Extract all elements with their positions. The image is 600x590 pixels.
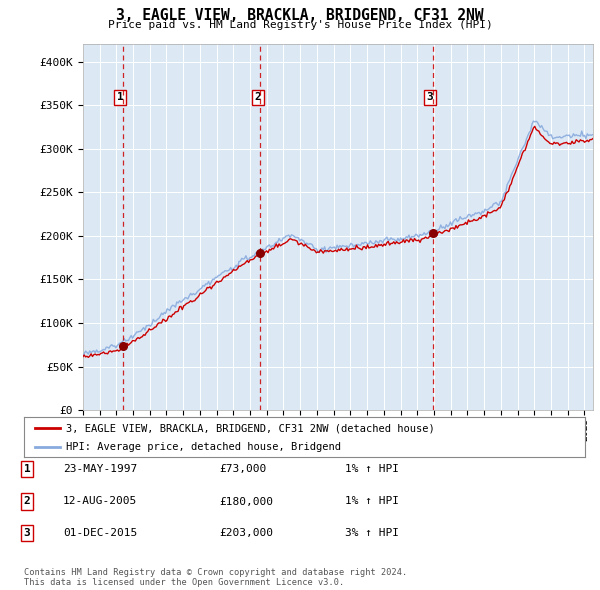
- Text: £203,000: £203,000: [219, 529, 273, 538]
- Text: 3: 3: [427, 92, 433, 102]
- Text: 23-MAY-1997: 23-MAY-1997: [63, 464, 137, 474]
- Text: 12-AUG-2005: 12-AUG-2005: [63, 497, 137, 506]
- Text: 3: 3: [23, 529, 31, 538]
- Text: Contains HM Land Registry data © Crown copyright and database right 2024.
This d: Contains HM Land Registry data © Crown c…: [24, 568, 407, 587]
- Text: 1% ↑ HPI: 1% ↑ HPI: [345, 464, 399, 474]
- Text: HPI: Average price, detached house, Bridgend: HPI: Average price, detached house, Brid…: [66, 442, 341, 452]
- Text: 3, EAGLE VIEW, BRACKLA, BRIDGEND, CF31 2NW: 3, EAGLE VIEW, BRACKLA, BRIDGEND, CF31 2…: [116, 8, 484, 22]
- Text: 3% ↑ HPI: 3% ↑ HPI: [345, 529, 399, 538]
- Text: 1% ↑ HPI: 1% ↑ HPI: [345, 497, 399, 506]
- Text: £180,000: £180,000: [219, 497, 273, 506]
- Text: £73,000: £73,000: [219, 464, 266, 474]
- Text: 3, EAGLE VIEW, BRACKLA, BRIDGEND, CF31 2NW (detached house): 3, EAGLE VIEW, BRACKLA, BRIDGEND, CF31 2…: [66, 424, 435, 434]
- Text: 01-DEC-2015: 01-DEC-2015: [63, 529, 137, 538]
- Text: 2: 2: [254, 92, 261, 102]
- Text: 1: 1: [117, 92, 124, 102]
- Text: Price paid vs. HM Land Registry's House Price Index (HPI): Price paid vs. HM Land Registry's House …: [107, 20, 493, 30]
- Text: 2: 2: [23, 497, 31, 506]
- Text: 1: 1: [23, 464, 31, 474]
